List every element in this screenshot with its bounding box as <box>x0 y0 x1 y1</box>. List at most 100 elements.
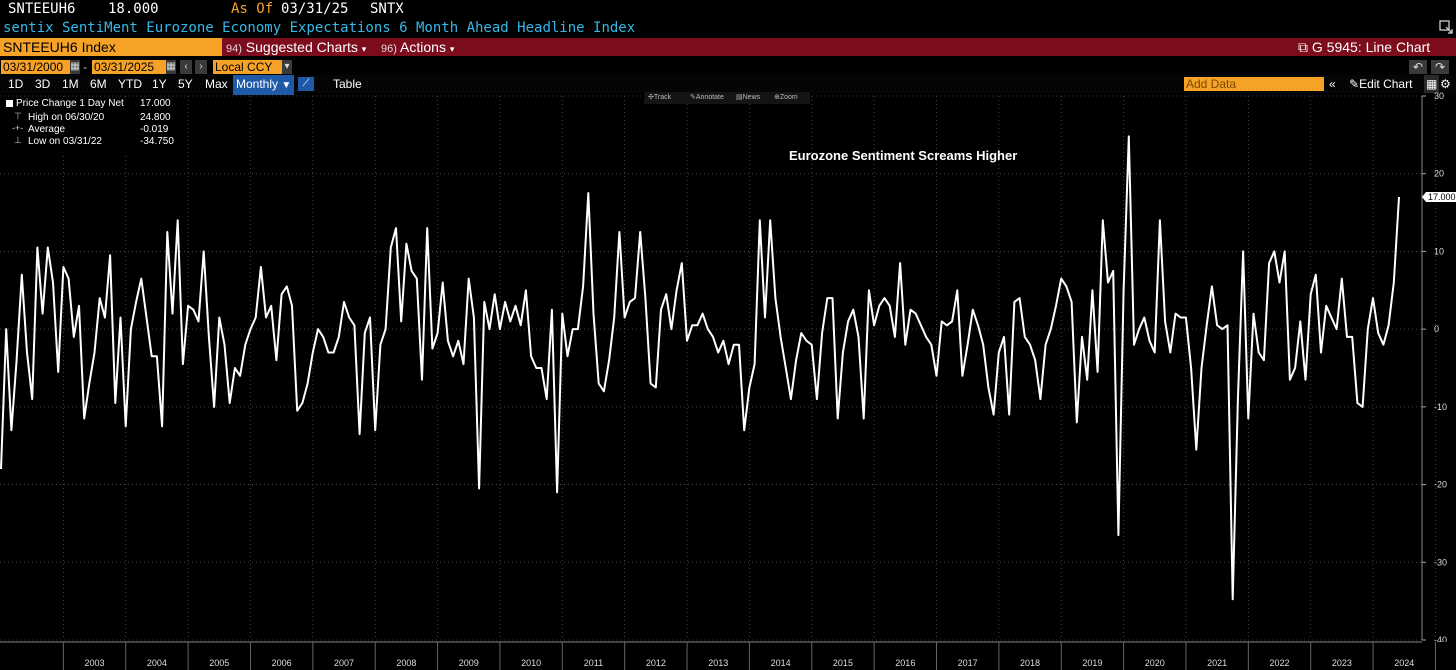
x-tick-label: 2013 <box>708 658 728 668</box>
date-range-bar: 03/31/2000 ▦ - 03/31/2025 ▦ ‹ › Local CC… <box>0 59 1456 75</box>
table-button[interactable]: Table <box>333 77 362 91</box>
y-tick-label: 10 <box>1434 246 1444 256</box>
security-field[interactable]: SNTEEUH6 Index <box>0 38 222 56</box>
annotate-label: Annotate <box>695 94 724 101</box>
x-tick-label: 2018 <box>1020 658 1040 668</box>
suggested-charts-label: Suggested Charts <box>245 39 358 55</box>
low-label: Low on 03/31/22 <box>28 136 102 147</box>
x-tick-label: 2012 <box>646 658 666 668</box>
security-field-text: SNTEEUH6 Index <box>3 39 116 55</box>
line-chart-icon[interactable]: ⟋ <box>298 77 314 91</box>
frequency-label: Monthly <box>236 77 279 91</box>
end-date-field[interactable]: 03/31/2025 <box>92 60 166 74</box>
next-arrow-icon[interactable]: › <box>195 60 207 74</box>
x-tick-label: 2016 <box>895 658 915 668</box>
y-axis: 30 20 10 0 -10 -20 -30 -40 <box>1421 91 1447 645</box>
undo-icon[interactable]: ↶ <box>1409 60 1427 74</box>
x-tick-label: 2022 <box>1270 658 1290 668</box>
security-header: SNTEEUH6 18.000 As Of 03/31/25 SNTX <box>0 0 1456 18</box>
period-bar: 1D 3D 1M 6M YTD 1Y 5Y Max Monthly ▼ ⟋ Ta… <box>0 75 1456 95</box>
calendar-icon[interactable]: ▦ <box>166 60 176 74</box>
high-marker-icon: ⊤ <box>14 111 22 121</box>
chart-legend: Price Change 1 Day Net 17.000 ⊤ High on 0… <box>0 98 180 154</box>
x-tick-label: 2024 <box>1394 658 1414 668</box>
add-data-input[interactable]: Add Data <box>1184 77 1324 91</box>
dropdown-arrow-icon: ▾ <box>449 44 455 54</box>
legend-low: Low on 03/31/22 -34.750 <box>28 136 174 147</box>
redo-icon[interactable]: ↷ <box>1431 60 1449 74</box>
ticker-label: SNTEEUH6 <box>8 1 76 17</box>
as-of-date: 03/31/25 <box>281 1 349 17</box>
annotate-tool[interactable]: ✎ Annotate <box>690 92 724 104</box>
period-1m[interactable]: 1M <box>62 77 79 91</box>
chevron-down-icon[interactable]: ▾ <box>282 60 292 74</box>
layout-icon[interactable]: ▦ <box>1424 75 1440 93</box>
actions-menu[interactable]: 96) Actions ▾ <box>381 38 454 58</box>
x-tick-label: 2019 <box>1082 658 1102 668</box>
y-tick-label: 0 <box>1434 324 1439 334</box>
news-tool[interactable]: ▤ News <box>736 92 760 104</box>
calendar-icon[interactable]: ▦ <box>70 60 80 74</box>
average-label: Average <box>28 124 66 135</box>
y-tick-label: -40 <box>1434 635 1447 645</box>
last-value-marker: 17.000 <box>1422 192 1456 203</box>
chart-type-label[interactable]: ⧉ G 5945: Line Chart <box>1298 38 1430 56</box>
legend-line1: Price Change 1 Day Net 17.000 <box>16 98 171 109</box>
y-tick-label: -20 <box>1434 480 1447 490</box>
suggested-number: 94) <box>226 43 242 55</box>
prev-arrow-icon[interactable]: ‹ <box>180 60 192 74</box>
description-text: sentix SentiMent Eurozone Economy Expect… <box>3 20 636 36</box>
date-separator: - <box>83 60 87 74</box>
series-line <box>0 135 1400 601</box>
x-tick-label: 2011 <box>584 658 603 668</box>
x-tick-label: 2010 <box>521 658 541 668</box>
x-tick-label: 2008 <box>396 658 416 668</box>
period-1d[interactable]: 1D <box>8 77 24 91</box>
frequency-select[interactable]: Monthly ▼ <box>233 75 295 95</box>
chart-toolbar: ✣ Track ✎ Annotate ▤ News ⊕ Zoom <box>644 92 810 104</box>
legend-series-label: Price Change 1 Day Net <box>16 98 124 109</box>
period-5y[interactable]: 5Y <box>178 77 193 91</box>
low-marker-icon: ⊥ <box>14 135 22 145</box>
x-axis: 2003 2004 2005 2006 2007 2008 2009 2010 2011 2012… <box>0 641 1456 670</box>
x-tick-label: 2023 <box>1332 658 1352 668</box>
period-max[interactable]: Max <box>205 77 228 91</box>
start-date-field[interactable]: 03/31/2000 <box>1 60 71 74</box>
track-tool[interactable]: ✣ Track <box>648 92 671 104</box>
news-label: News <box>742 94 761 101</box>
expand-window-icon[interactable] <box>1439 20 1453 34</box>
dropdown-arrow-icon: ▾ <box>361 44 367 54</box>
edit-chart-button[interactable]: ✎Edit Chart <box>1349 75 1412 93</box>
period-6m[interactable]: 6M <box>90 77 107 91</box>
currency-field[interactable]: Local CCY <box>213 60 283 74</box>
legend-high: High on 06/30/20 24.800 <box>28 112 171 123</box>
low-value: -34.750 <box>140 136 174 147</box>
period-3d[interactable]: 3D <box>35 77 51 91</box>
function-bar: SNTEEUH6 Index 94) Suggested Charts ▾ 96… <box>0 38 1456 56</box>
x-tick-label: 2009 <box>459 658 479 668</box>
security-description: sentix SentiMent Eurozone Economy Expect… <box>0 18 1456 38</box>
suggested-charts-menu[interactable]: 94) Suggested Charts ▾ <box>226 38 366 58</box>
x-tick-label: 2007 <box>334 658 354 668</box>
high-value: 24.800 <box>140 112 171 123</box>
chart-annotation: Eurozone Sentiment Screams Higher <box>789 148 1018 163</box>
period-1y[interactable]: 1Y <box>152 77 167 91</box>
average-marker-icon: -+- <box>12 123 24 133</box>
y-tick-label: -10 <box>1434 402 1447 412</box>
track-label: Track <box>653 94 672 101</box>
period-ytd[interactable]: YTD <box>118 77 142 91</box>
legend-average: Average -0.019 <box>28 124 168 135</box>
zoom-label: Zoom <box>779 94 798 101</box>
price-value: 18.000 <box>108 1 159 17</box>
zoom-tool[interactable]: ⊕ Zoom <box>774 92 798 104</box>
open-external-icon: ⧉ <box>1298 39 1308 55</box>
x-tick-label: 2015 <box>833 658 853 668</box>
gear-icon[interactable]: ⚙ <box>1440 77 1451 91</box>
chart-grid <box>0 95 1436 641</box>
actions-label: Actions <box>400 39 446 55</box>
collapse-icon[interactable]: « <box>1329 77 1336 91</box>
x-tick-label: 2017 <box>958 658 978 668</box>
y-tick-label: 30 <box>1434 91 1444 101</box>
x-tick-label: 2006 <box>272 658 292 668</box>
